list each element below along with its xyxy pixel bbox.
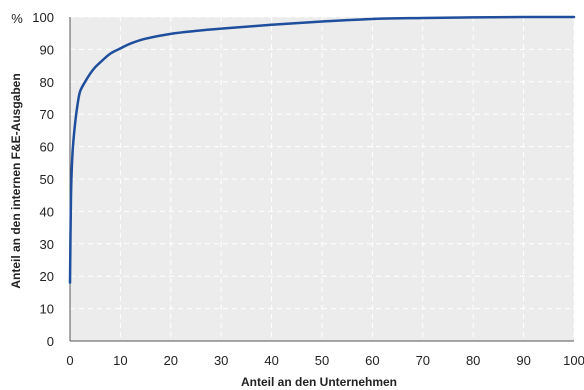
y-tick-label: 90 — [40, 42, 54, 57]
y-tick-label: 100 — [32, 10, 54, 25]
x-tick-label: 20 — [164, 353, 178, 368]
y-tick-label: 50 — [40, 172, 54, 187]
x-tick-label: 40 — [264, 353, 278, 368]
x-tick-label: 100 — [563, 353, 584, 368]
y-tick-label: 10 — [40, 302, 54, 317]
y-tick-label: 40 — [40, 204, 54, 219]
x-tick-label: 70 — [416, 353, 430, 368]
y-tick-label: 70 — [40, 107, 54, 122]
y-tick-labels: 0 10 20 30 40 50 60 70 80 90 100 — [32, 10, 54, 349]
x-tick-label: 90 — [516, 353, 530, 368]
y-tick-label: 60 — [40, 140, 54, 155]
y-tick-label: 20 — [40, 269, 54, 284]
y-unit-label: % — [11, 11, 23, 26]
y-tick-label: 80 — [40, 75, 54, 90]
x-tick-label: 30 — [214, 353, 228, 368]
axes — [69, 17, 574, 342]
x-tick-label: 80 — [466, 353, 480, 368]
x-tick-label: 0 — [66, 353, 73, 368]
y-axis-title: Anteil an den internen F&E-Ausgaben — [9, 73, 23, 288]
x-axis-title: Anteil an den Unternehmen — [241, 375, 397, 389]
y-tick-label: 30 — [40, 237, 54, 252]
y-tick-label: 0 — [47, 334, 54, 349]
x-tick-label: 10 — [113, 353, 127, 368]
grid-lines — [70, 16, 575, 341]
x-tick-label: 60 — [365, 353, 379, 368]
x-tick-labels: 0 10 20 30 40 50 60 70 80 90 100 — [66, 353, 584, 368]
x-tick-label: 50 — [315, 353, 329, 368]
series-line — [68, 15, 576, 284]
